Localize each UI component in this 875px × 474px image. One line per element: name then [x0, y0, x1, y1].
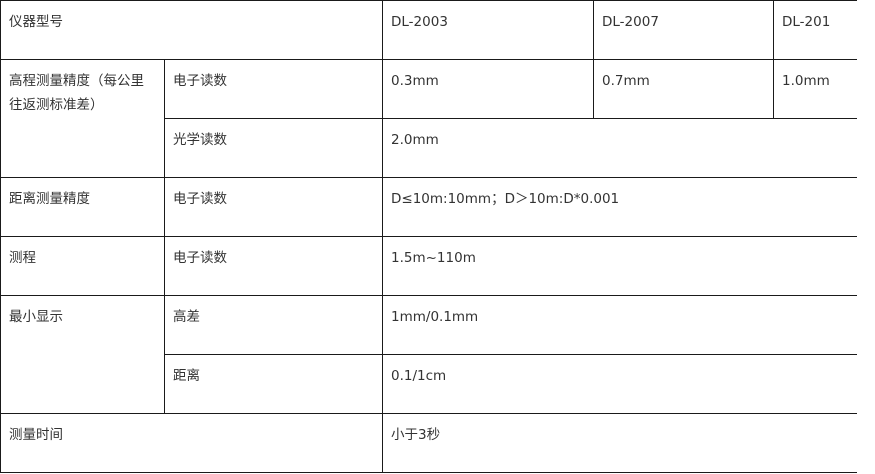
- distance-precision-label: 距离测量精度: [0, 177, 165, 237]
- min-display-height-label: 高差: [164, 295, 383, 355]
- spec-table: 仪器型号 DL-2003 DL-2007 DL-201 高程测量精度（每公里往返…: [0, 0, 857, 473]
- min-display-distance-value: 0.1/1cm: [382, 354, 857, 414]
- min-display-label: 最小显示: [0, 295, 165, 414]
- height-precision-label: 高程测量精度（每公里往返测标准差）: [0, 59, 165, 178]
- height-electronic-dl201: 1.0mm: [773, 59, 857, 119]
- distance-precision-sub-label: 电子读数: [164, 177, 383, 237]
- height-optical-value: 2.0mm: [382, 118, 857, 178]
- min-display-distance-label: 距离: [164, 354, 383, 414]
- range-label: 测程: [0, 236, 165, 296]
- measure-time-value: 小于3秒: [382, 413, 857, 473]
- measure-time-label: 测量时间: [0, 413, 383, 473]
- min-display-height-value: 1mm/0.1mm: [382, 295, 857, 355]
- height-electronic-dl2003: 0.3mm: [382, 59, 594, 119]
- header-model-dl2003: DL-2003: [382, 0, 594, 60]
- range-sub-label: 电子读数: [164, 236, 383, 296]
- header-model-dl201: DL-201: [773, 0, 857, 60]
- range-value: 1.5m~110m: [382, 236, 857, 296]
- distance-precision-value: D≤10m:10mm；D＞10m:D*0.001: [382, 177, 857, 237]
- height-optical-label: 光学读数: [164, 118, 383, 178]
- height-electronic-dl2007: 0.7mm: [593, 59, 774, 119]
- header-model-dl2007: DL-2007: [593, 0, 774, 60]
- height-electronic-label: 电子读数: [164, 59, 383, 119]
- header-label-cell: 仪器型号: [0, 0, 383, 60]
